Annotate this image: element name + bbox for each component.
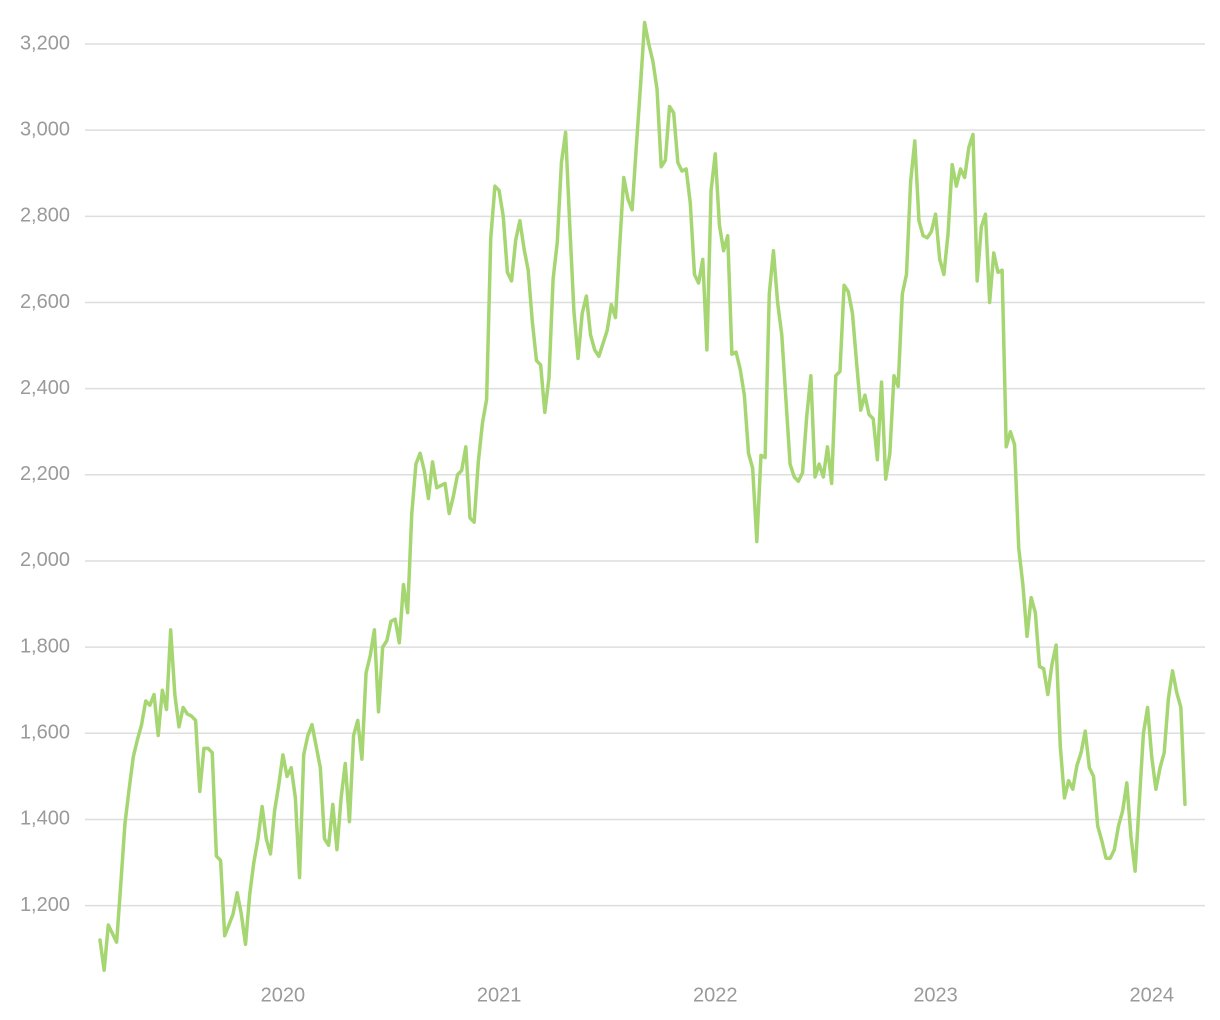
x-tick-label: 2024 bbox=[1129, 984, 1174, 1006]
x-tick-label: 2023 bbox=[913, 984, 958, 1006]
y-tick-label: 2,600 bbox=[20, 291, 70, 313]
y-tick-label: 3,000 bbox=[20, 118, 70, 140]
y-tick-label: 1,600 bbox=[20, 722, 70, 744]
x-tick-label: 2021 bbox=[477, 984, 522, 1006]
y-tick-label: 3,200 bbox=[20, 32, 70, 54]
y-tick-label: 2,200 bbox=[20, 463, 70, 485]
data-line bbox=[98, 20, 1187, 972]
y-tick-label: 1,400 bbox=[20, 808, 70, 830]
y-tick-label: 2,400 bbox=[20, 377, 70, 399]
y-tick-label: 2,800 bbox=[20, 205, 70, 227]
x-tick-label: 2020 bbox=[261, 984, 306, 1006]
y-tick-label: 1,800 bbox=[20, 635, 70, 657]
y-tick-label: 2,000 bbox=[20, 549, 70, 571]
y-tick-label: 1,200 bbox=[20, 894, 70, 916]
x-tick-label: 2022 bbox=[693, 984, 738, 1006]
